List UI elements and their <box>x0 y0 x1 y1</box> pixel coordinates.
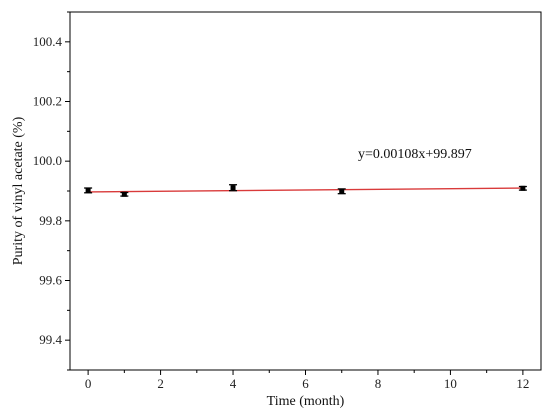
y-axis-title: Purity of vinyl acetate (%) <box>11 116 26 265</box>
fit-line <box>88 187 523 193</box>
x-tick-label: 6 <box>302 376 309 391</box>
y-tick-label: 100.0 <box>33 153 62 168</box>
y-tick-label: 99.6 <box>39 273 62 288</box>
x-tick-label: 12 <box>516 376 529 391</box>
x-tick-label: 0 <box>85 376 92 391</box>
y-tick-label: 100.4 <box>33 34 63 49</box>
x-tick-label: 2 <box>157 376 164 391</box>
y-tick-label: 100.2 <box>33 94 62 109</box>
y-tick-label: 99.8 <box>39 213 62 228</box>
x-tick-label: 4 <box>230 376 237 391</box>
x-tick-label: 10 <box>444 376 457 391</box>
data-point <box>230 185 236 191</box>
y-tick-label: 99.4 <box>39 332 62 347</box>
data-point <box>85 187 91 193</box>
data-point <box>121 191 127 197</box>
data-point <box>339 188 345 194</box>
data-point <box>520 185 526 191</box>
fit-equation: y=0.00108x+99.897 <box>358 147 472 162</box>
x-tick-label: 8 <box>375 376 382 391</box>
x-axis-title: Time (month) <box>267 394 345 409</box>
